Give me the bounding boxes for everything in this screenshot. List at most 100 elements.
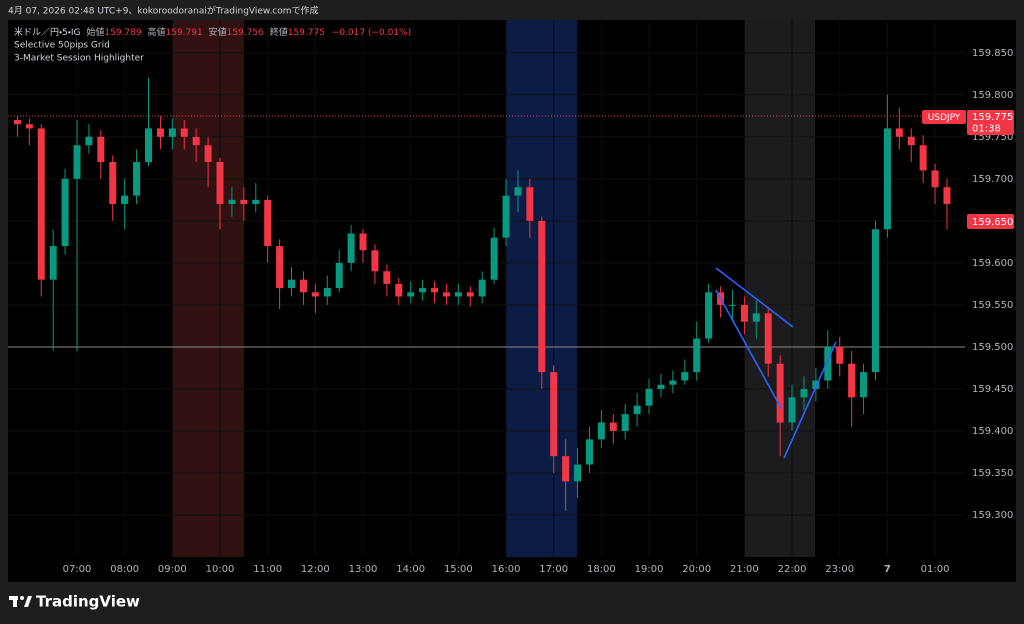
logo-part <box>24 596 32 607</box>
candle-body <box>502 195 510 238</box>
candle-body <box>812 380 820 389</box>
x-tick-label: 18:00 <box>587 564 616 575</box>
candle-body <box>621 414 629 431</box>
candle-body <box>454 292 462 297</box>
candle-body <box>347 233 355 263</box>
x-tick-label: 7 <box>884 564 891 575</box>
candle-body <box>860 372 868 398</box>
candle-body <box>681 372 689 381</box>
y-tick-label: 159.750 <box>972 132 1013 143</box>
x-tick-label: 12:00 <box>301 564 330 575</box>
session-tokyo <box>172 20 244 557</box>
ohlc-label: 安値 <box>209 26 227 38</box>
ohlc-value: 159.791 <box>165 28 202 38</box>
candle-body <box>824 346 832 381</box>
countdown: 01:38 <box>972 124 1001 135</box>
candle-body <box>49 246 57 280</box>
symbol-tag <box>922 110 966 124</box>
y-tick-label: 159.600 <box>972 258 1013 269</box>
candle-body <box>97 136 105 163</box>
candle-body <box>705 292 713 339</box>
ohlc-label: 高値 <box>147 26 165 38</box>
logo-part <box>13 596 17 607</box>
candle-body <box>156 128 164 137</box>
y-tick-label: 159.800 <box>972 90 1013 101</box>
indicator[interactable]: 3-Market Session Highlighter <box>14 54 144 64</box>
ohlc-label: 始値 <box>86 26 104 38</box>
x-tick-label: 01:00 <box>921 564 950 575</box>
candle-body <box>776 363 784 423</box>
candle-body <box>311 292 319 297</box>
candle-body <box>180 128 188 137</box>
candle-body <box>645 388 653 406</box>
candle-body <box>264 199 272 247</box>
candle-body <box>574 464 582 482</box>
candle-body <box>109 162 117 205</box>
candle-body <box>25 124 33 129</box>
candle-body <box>252 199 260 205</box>
session-newyork <box>744 20 815 557</box>
candle-body <box>788 397 796 423</box>
candle-body <box>848 363 856 398</box>
candle-body <box>562 456 570 482</box>
candle-body <box>359 233 367 251</box>
x-tick-label: 19:00 <box>635 564 664 575</box>
trend-lines <box>715 267 837 459</box>
candle-body <box>657 384 665 389</box>
candle-body <box>145 128 153 163</box>
x-tick-label: 15:00 <box>444 564 473 575</box>
candle-body <box>395 283 403 297</box>
candle-body <box>609 422 617 431</box>
candle-body <box>323 288 331 297</box>
candle-body <box>276 246 284 289</box>
brand[interactable]: TradingView <box>36 593 140 611</box>
x-tick-label: 08:00 <box>110 564 139 575</box>
indicator[interactable]: Selective 50pips Grid <box>14 41 110 51</box>
candle-body <box>871 229 879 373</box>
ohlc-value: 159.775 <box>288 28 325 38</box>
last-tag-text: 159.650 <box>972 217 1013 228</box>
x-tick-label: 09:00 <box>158 564 187 575</box>
x-tick-label: 17:00 <box>539 564 568 575</box>
candle-body <box>800 388 808 398</box>
candle-body <box>669 380 677 385</box>
change: −0.017 (−0.01%) <box>332 28 411 38</box>
candle-body <box>526 187 534 221</box>
last-tag <box>967 214 1014 229</box>
y-tick-label: 159.550 <box>972 300 1013 311</box>
candle-body <box>585 439 593 465</box>
logo-part <box>20 596 24 600</box>
y-tick-label: 159.400 <box>972 426 1013 437</box>
candle-body <box>633 405 641 415</box>
candle-body <box>919 145 927 171</box>
candle-body <box>466 292 474 297</box>
y-tick-label: 159.300 <box>972 510 1013 521</box>
candle-body <box>37 128 45 280</box>
candle-body <box>883 128 891 230</box>
candle-body <box>431 288 439 293</box>
candle-body <box>764 313 772 364</box>
candle-body <box>442 292 450 297</box>
candle-body <box>371 250 379 272</box>
candle-body <box>121 195 129 205</box>
x-tick-label: 23:00 <box>825 564 854 575</box>
candle-body <box>836 346 844 364</box>
candle-body <box>943 187 951 205</box>
price-tag <box>967 110 1014 135</box>
symbol: 米ドル／円・5・IG <box>14 26 81 38</box>
candle-body <box>895 128 903 137</box>
trend-line <box>715 289 782 409</box>
header: 4月 07, 2026 02:48 UTC+9、kokoroodoranaiがT… <box>8 5 319 17</box>
candle-body <box>478 279 486 297</box>
candle-body <box>216 162 224 205</box>
x-tick-label: 11:00 <box>253 564 282 575</box>
symbol-tag-text: USDJPY <box>928 113 961 123</box>
x-tick-label: 13:00 <box>349 564 378 575</box>
candle-body <box>693 338 701 373</box>
candle-body <box>538 220 546 373</box>
x-tick-label: 20:00 <box>682 564 711 575</box>
y-tick-label: 159.850 <box>972 48 1013 59</box>
ohlc-label: 終値 <box>270 26 288 38</box>
